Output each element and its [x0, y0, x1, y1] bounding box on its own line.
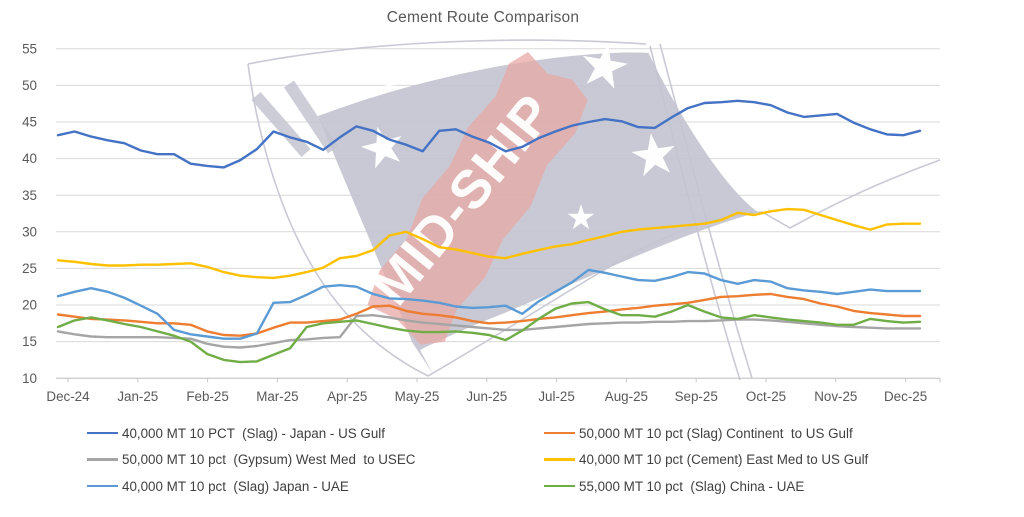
x-axis-label: Feb-25	[186, 389, 228, 404]
x-axis-label: May-25	[395, 389, 440, 404]
y-axis-label: 15	[22, 334, 37, 349]
watermark: MID-SHIP	[247, 39, 941, 381]
y-axis-label: 45	[22, 115, 37, 130]
x-axis-label: Jan-25	[117, 389, 158, 404]
y-axis-label: 30	[22, 224, 37, 239]
y-axis-label: 25	[22, 261, 37, 276]
legend-swatch	[87, 484, 118, 488]
series-line-2	[56, 314, 922, 349]
legend-swatch	[544, 431, 575, 435]
watermark-star	[361, 126, 402, 169]
series-line-4	[56, 268, 922, 340]
watermark-band	[367, 52, 588, 345]
legend-item: 40,000 MT 10 PCT (Slag) - Japan - US Gul…	[87, 420, 385, 446]
legend-label: 40,000 MT 10 pct (Slag) Japan - UAE	[122, 478, 349, 494]
y-axis-label: 35	[22, 188, 37, 203]
y-axis-label: 40	[22, 151, 37, 166]
y-axis-label: 50	[22, 78, 37, 93]
y-axis: 10 15 20 25 30 35 40 45 50 55	[22, 41, 37, 385]
watermark-outline	[247, 39, 647, 65]
legend-swatch	[544, 484, 575, 488]
watermark-outline	[247, 63, 429, 377]
x-axis-label: Dec-25	[884, 389, 927, 404]
y-axis-label: 10	[22, 371, 37, 386]
series-line-5	[56, 300, 922, 364]
y-axis-label: 20	[22, 298, 37, 313]
legend-swatch	[87, 458, 118, 461]
x-axis-label: Aug-25	[605, 389, 648, 404]
watermark-flag-highlight	[351, 50, 649, 97]
legend-item: 40,000 MT 10 pct (Cement) East Med to US…	[544, 447, 868, 473]
legend-item: 50,000 MT 10 pct (Gypsum) West Med to US…	[87, 447, 415, 473]
legend-swatch	[544, 458, 575, 461]
series-lines	[56, 99, 922, 364]
legend-label: 50,000 MT 10 pct (Slag) Continent to US …	[579, 425, 853, 441]
legend-label: 55,000 MT 10 pct (Slag) China - UAE	[579, 478, 805, 494]
series-line-0	[56, 99, 922, 169]
watermark-chevron	[251, 92, 311, 157]
x-axis-label: Mar-25	[256, 389, 298, 404]
series-line-1	[56, 292, 922, 337]
x-axis-label: Sep-25	[675, 389, 718, 404]
watermark-star	[567, 204, 595, 230]
legend: 40,000 MT 10 PCT (Slag) - Japan - US Gul…	[0, 420, 1024, 510]
watermark-star	[582, 43, 628, 89]
x-axis-label: Oct-25	[746, 389, 786, 404]
x-axis-label: Jul-25	[538, 389, 574, 404]
legend-label: 50,000 MT 10 pct (Gypsum) West Med to US…	[122, 452, 416, 467]
legend-label: 40,000 MT 10 PCT (Slag) - Japan - US Gul…	[122, 425, 385, 441]
legend-item: 55,000 MT 10 pct (Slag) China - UAE	[544, 473, 804, 499]
watermark-star	[631, 133, 675, 177]
legend-swatch	[87, 431, 118, 435]
legend-item: 40,000 MT 10 pct (Slag) Japan - UAE	[87, 473, 349, 499]
y-axis-label: 55	[22, 41, 37, 56]
watermark-chevron	[284, 80, 338, 154]
series-line-3	[56, 207, 922, 280]
legend-label: 40,000 MT 10 pct (Cement) East Med to US…	[579, 452, 869, 467]
legend-item: 50,000 MT 10 pct (Slag) Continent to US …	[544, 420, 853, 446]
x-axis-label: Dec-24	[46, 389, 90, 404]
x-axis-label: Jun-25	[466, 389, 507, 404]
x-axis: Dec-24 Jan-25 Feb-25 Mar-25 Apr-25 May-25 Jun-…	[46, 377, 941, 404]
chart-title: Cement Route Comparison	[386, 9, 580, 26]
x-axis-label: Apr-25	[327, 389, 367, 404]
x-axis-label: Nov-25	[814, 389, 857, 404]
